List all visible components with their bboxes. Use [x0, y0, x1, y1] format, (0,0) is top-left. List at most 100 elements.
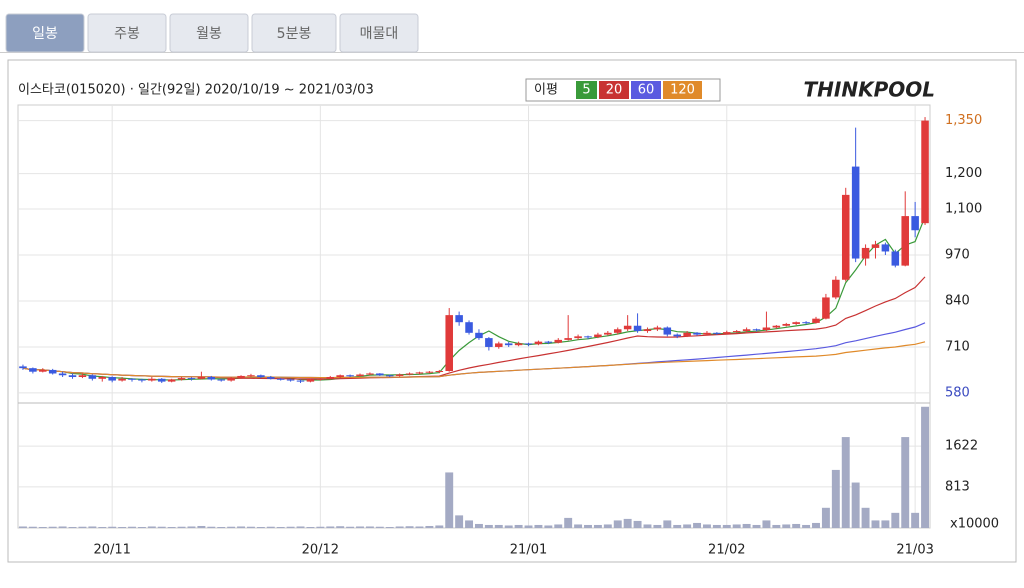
candle-body: [604, 332, 612, 335]
candle-body: [921, 120, 929, 224]
volume-bar: [643, 524, 652, 528]
volume-bar: [78, 526, 87, 528]
volume-bar: [474, 523, 483, 528]
candle-body: [247, 375, 255, 377]
candle-body: [19, 366, 27, 369]
candle-body: [237, 375, 245, 379]
volume-bar: [911, 512, 920, 528]
candle-body: [495, 343, 503, 347]
volume-bar: [554, 524, 563, 528]
volume-bar: [732, 524, 741, 528]
candle-body: [703, 332, 711, 335]
x-tick-label: 20/11: [93, 543, 130, 558]
ma-name: 60: [638, 83, 655, 98]
tab-label[interactable]: 일봉: [32, 26, 58, 42]
volume-bar: [227, 526, 236, 528]
candle-body: [108, 377, 116, 381]
volume-bar: [385, 526, 394, 528]
candle-body: [29, 368, 37, 372]
candle-body: [851, 166, 860, 259]
candle-body: [782, 323, 791, 326]
volume-bar: [534, 524, 543, 528]
volume-bar: [762, 520, 771, 528]
candle-body: [385, 375, 394, 377]
tab-label[interactable]: 매물대: [360, 26, 399, 42]
tab[interactable]: [339, 13, 419, 53]
volume-bar: [445, 472, 454, 528]
volume-bar: [375, 526, 384, 528]
volume-bar: [683, 524, 692, 528]
ma-line: [22, 341, 926, 379]
volume-bar: [405, 526, 414, 528]
volume-bar: [564, 517, 573, 528]
ma-swatch: [631, 81, 661, 99]
candle-body: [88, 375, 97, 379]
candle-body: [138, 379, 146, 381]
volume-bar: [901, 437, 910, 528]
ma-swatch: [576, 81, 597, 99]
volume-bar: [584, 524, 592, 528]
candle-body: [485, 338, 493, 347]
logo: THINKPOOL: [804, 78, 935, 102]
candle-body: [633, 325, 642, 332]
volume-bar: [712, 524, 721, 528]
candle-body: [772, 325, 781, 328]
volume-bar: [861, 507, 870, 528]
volume-bar: [772, 524, 781, 528]
tab-label[interactable]: 5분봉: [277, 26, 312, 42]
candle-body: [435, 371, 444, 372]
volume-bar: [118, 526, 127, 528]
volume-bar: [197, 525, 206, 528]
candle-body: [316, 378, 325, 380]
candle-body: [296, 380, 305, 382]
candle-body: [356, 374, 364, 376]
volume-bar: [484, 524, 493, 528]
volume-bar: [356, 526, 364, 528]
candle-body: [871, 244, 880, 248]
volume-bar: [891, 512, 900, 528]
volume-bar: [921, 406, 930, 528]
volume-bar: [207, 526, 216, 528]
candle-body: [187, 378, 196, 380]
tab-label[interactable]: 주봉: [114, 26, 140, 42]
volume-bar: [544, 525, 553, 528]
volume-bar: [455, 515, 464, 528]
candle-body: [366, 373, 374, 375]
tab-line: [0, 52, 1024, 53]
x-tick-label: 21/01: [510, 543, 547, 558]
candle-body: [663, 327, 672, 335]
tab[interactable]: [169, 13, 249, 53]
volume-bar: [613, 520, 622, 528]
candle-body: [445, 315, 453, 371]
tab-label[interactable]: 월봉: [196, 26, 222, 42]
volume-bar: [256, 526, 265, 528]
volume-bar: [802, 524, 811, 528]
ma-swatch: [663, 81, 702, 99]
candle-body: [306, 379, 315, 382]
volume-bar: [693, 522, 702, 528]
candle-body: [376, 373, 384, 376]
candle-body: [39, 369, 47, 372]
candle-body: [881, 244, 890, 252]
candle-body: [742, 329, 751, 332]
volume-bar: [276, 526, 285, 528]
candle-body: [891, 251, 900, 266]
volume-bar: [574, 524, 583, 528]
x-tick-label: 20/12: [302, 543, 339, 558]
candle-body: [584, 336, 592, 338]
chart-title: 이스타코(015020) · 일간(92일) 2020/10/19 ~ 2021…: [18, 83, 374, 98]
tab-bar: 일봉 주봉 월봉 5분봉 매물대: [5, 13, 419, 53]
tab[interactable]: [87, 13, 167, 53]
candle-body: [157, 378, 166, 382]
tab[interactable]: [251, 13, 337, 53]
candle-body: [723, 332, 731, 334]
y-tick-label: 970: [945, 248, 970, 263]
candle-body: [118, 378, 126, 381]
candle-body: [98, 377, 107, 379]
candle-body: [68, 375, 77, 378]
candle-body: [653, 327, 662, 330]
volume-bar: [514, 524, 523, 528]
volume-bar: [187, 526, 196, 528]
tab[interactable]: [5, 13, 85, 53]
ma-name: 5: [582, 83, 590, 98]
